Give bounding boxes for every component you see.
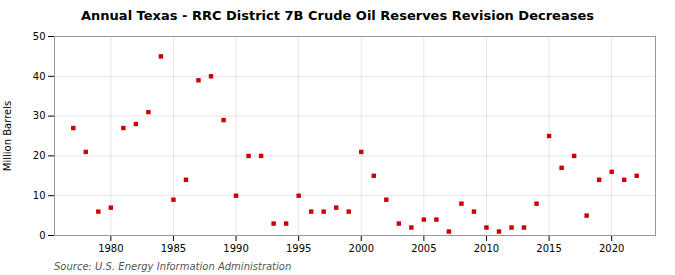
svg-text:1990: 1990 bbox=[223, 243, 248, 254]
svg-text:2010: 2010 bbox=[474, 243, 499, 254]
html-text:Source: U.S. Energy Informatio: Source: U.S. Energy Information Administ… bbox=[54, 261, 292, 272]
svg-text:Million Barrels: Million Barrels bbox=[2, 101, 13, 171]
svg-text:40: 40 bbox=[33, 71, 46, 82]
svg-text:1995: 1995 bbox=[286, 243, 311, 254]
svg-text:50: 50 bbox=[33, 31, 46, 42]
svg-text:1980: 1980 bbox=[98, 243, 123, 254]
svg-text:0: 0 bbox=[39, 230, 45, 241]
html-text:Annual Texas - RRC District 7B: Annual Texas - RRC District 7B Crude Oil… bbox=[81, 8, 594, 23]
svg-text:10: 10 bbox=[33, 190, 46, 201]
svg-text:2020: 2020 bbox=[599, 243, 624, 254]
svg-text:20: 20 bbox=[33, 150, 46, 161]
svg-text:1985: 1985 bbox=[161, 243, 186, 254]
svg-text:30: 30 bbox=[33, 110, 46, 121]
svg-text:2015: 2015 bbox=[536, 243, 561, 254]
svg-text:2000: 2000 bbox=[349, 243, 374, 254]
svg-text:2005: 2005 bbox=[411, 243, 436, 254]
